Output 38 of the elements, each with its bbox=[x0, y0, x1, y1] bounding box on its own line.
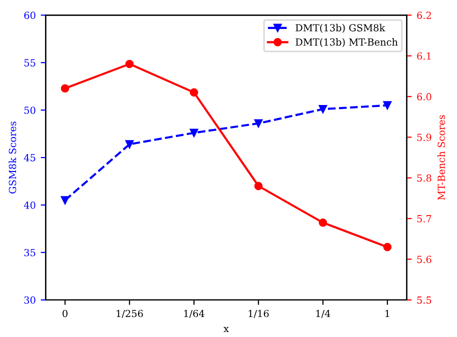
y2-tick-label: 6.0 bbox=[417, 93, 432, 100]
y-tick-label: 35 bbox=[24, 248, 36, 256]
point bbox=[383, 101, 392, 110]
y-tick-label: 45 bbox=[24, 154, 36, 162]
x-tick-label: 1/256 bbox=[116, 310, 143, 318]
y2-tick-label: 6.1 bbox=[417, 52, 431, 60]
y-axis-title: GSM8k Scores bbox=[8, 122, 16, 194]
y-tick-label: 30 bbox=[24, 296, 36, 304]
x-tick-label: 1 bbox=[385, 310, 390, 318]
x-axis-title: x bbox=[224, 326, 229, 332]
point bbox=[254, 119, 263, 128]
point bbox=[254, 182, 263, 190]
point bbox=[60, 84, 70, 93]
legend-label: DMT(13b) GSM8k bbox=[296, 24, 386, 33]
y2-tick-label: 6.2 bbox=[417, 12, 431, 19]
y2-tick-label: 5.6 bbox=[417, 256, 432, 264]
y2-tick-label: 5.5 bbox=[417, 296, 432, 304]
point bbox=[383, 242, 392, 252]
point bbox=[125, 140, 134, 148]
point bbox=[318, 218, 328, 227]
x-tick-label: 0 bbox=[62, 310, 68, 318]
point bbox=[190, 88, 198, 97]
y2-tick-label: 5.9 bbox=[417, 134, 432, 142]
y2-axis-title: MT-Bench Scores bbox=[437, 115, 445, 200]
y-tick-label: 55 bbox=[24, 59, 36, 66]
y2-tick-label: 5.7 bbox=[417, 215, 432, 222]
point bbox=[125, 60, 134, 68]
y-tick-label: 40 bbox=[24, 201, 36, 209]
point bbox=[318, 104, 328, 114]
x-tick-label: 1/16 bbox=[248, 310, 269, 318]
y-tick-label: 50 bbox=[24, 106, 36, 114]
x-tick-label: 1/64 bbox=[184, 310, 204, 318]
point bbox=[190, 128, 198, 138]
point bbox=[60, 196, 70, 204]
x-tick-label: 1/4 bbox=[316, 310, 330, 318]
legend-label: DMT(13b) MT-Bench bbox=[296, 38, 398, 48]
y-tick-label: 60 bbox=[24, 12, 36, 19]
y2-tick-label: 5.8 bbox=[417, 174, 432, 182]
